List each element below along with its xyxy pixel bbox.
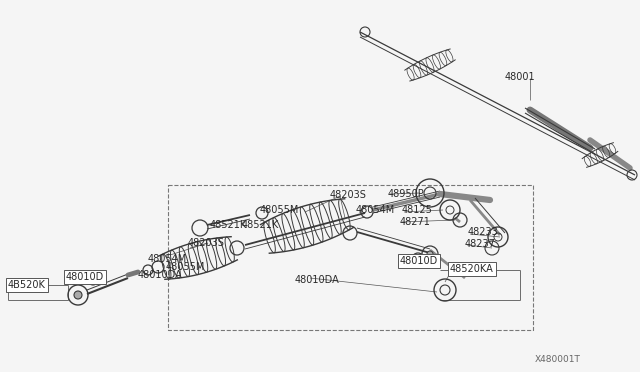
Text: 48125: 48125	[402, 205, 433, 215]
Text: 48054M: 48054M	[148, 254, 188, 264]
Text: 48055M: 48055M	[260, 205, 300, 215]
Text: 48237: 48237	[465, 239, 496, 249]
Text: 48950P: 48950P	[388, 189, 425, 199]
Circle shape	[416, 257, 420, 261]
Text: 48521K: 48521K	[242, 220, 279, 230]
Circle shape	[91, 278, 95, 282]
Text: 48010D: 48010D	[400, 256, 438, 266]
Text: 48010DA: 48010DA	[295, 275, 340, 285]
Text: 4B520K: 4B520K	[8, 280, 46, 290]
Text: 48520KA: 48520KA	[450, 264, 493, 274]
Text: 48271: 48271	[400, 217, 431, 227]
Text: 48521K: 48521K	[210, 220, 247, 230]
Text: 48233: 48233	[468, 227, 499, 237]
Text: 48001: 48001	[505, 72, 536, 82]
Bar	[168, 185, 533, 330]
Circle shape	[427, 251, 433, 257]
Text: 48055M: 48055M	[166, 262, 205, 272]
Text: 48054M: 48054M	[356, 205, 396, 215]
Text: X480001T: X480001T	[535, 355, 581, 364]
Text: 48010DA: 48010DA	[138, 270, 183, 280]
Circle shape	[74, 291, 82, 299]
Text: 48010D: 48010D	[66, 272, 104, 282]
Text: 48203S: 48203S	[330, 190, 367, 200]
Text: 48203S: 48203S	[188, 238, 225, 248]
